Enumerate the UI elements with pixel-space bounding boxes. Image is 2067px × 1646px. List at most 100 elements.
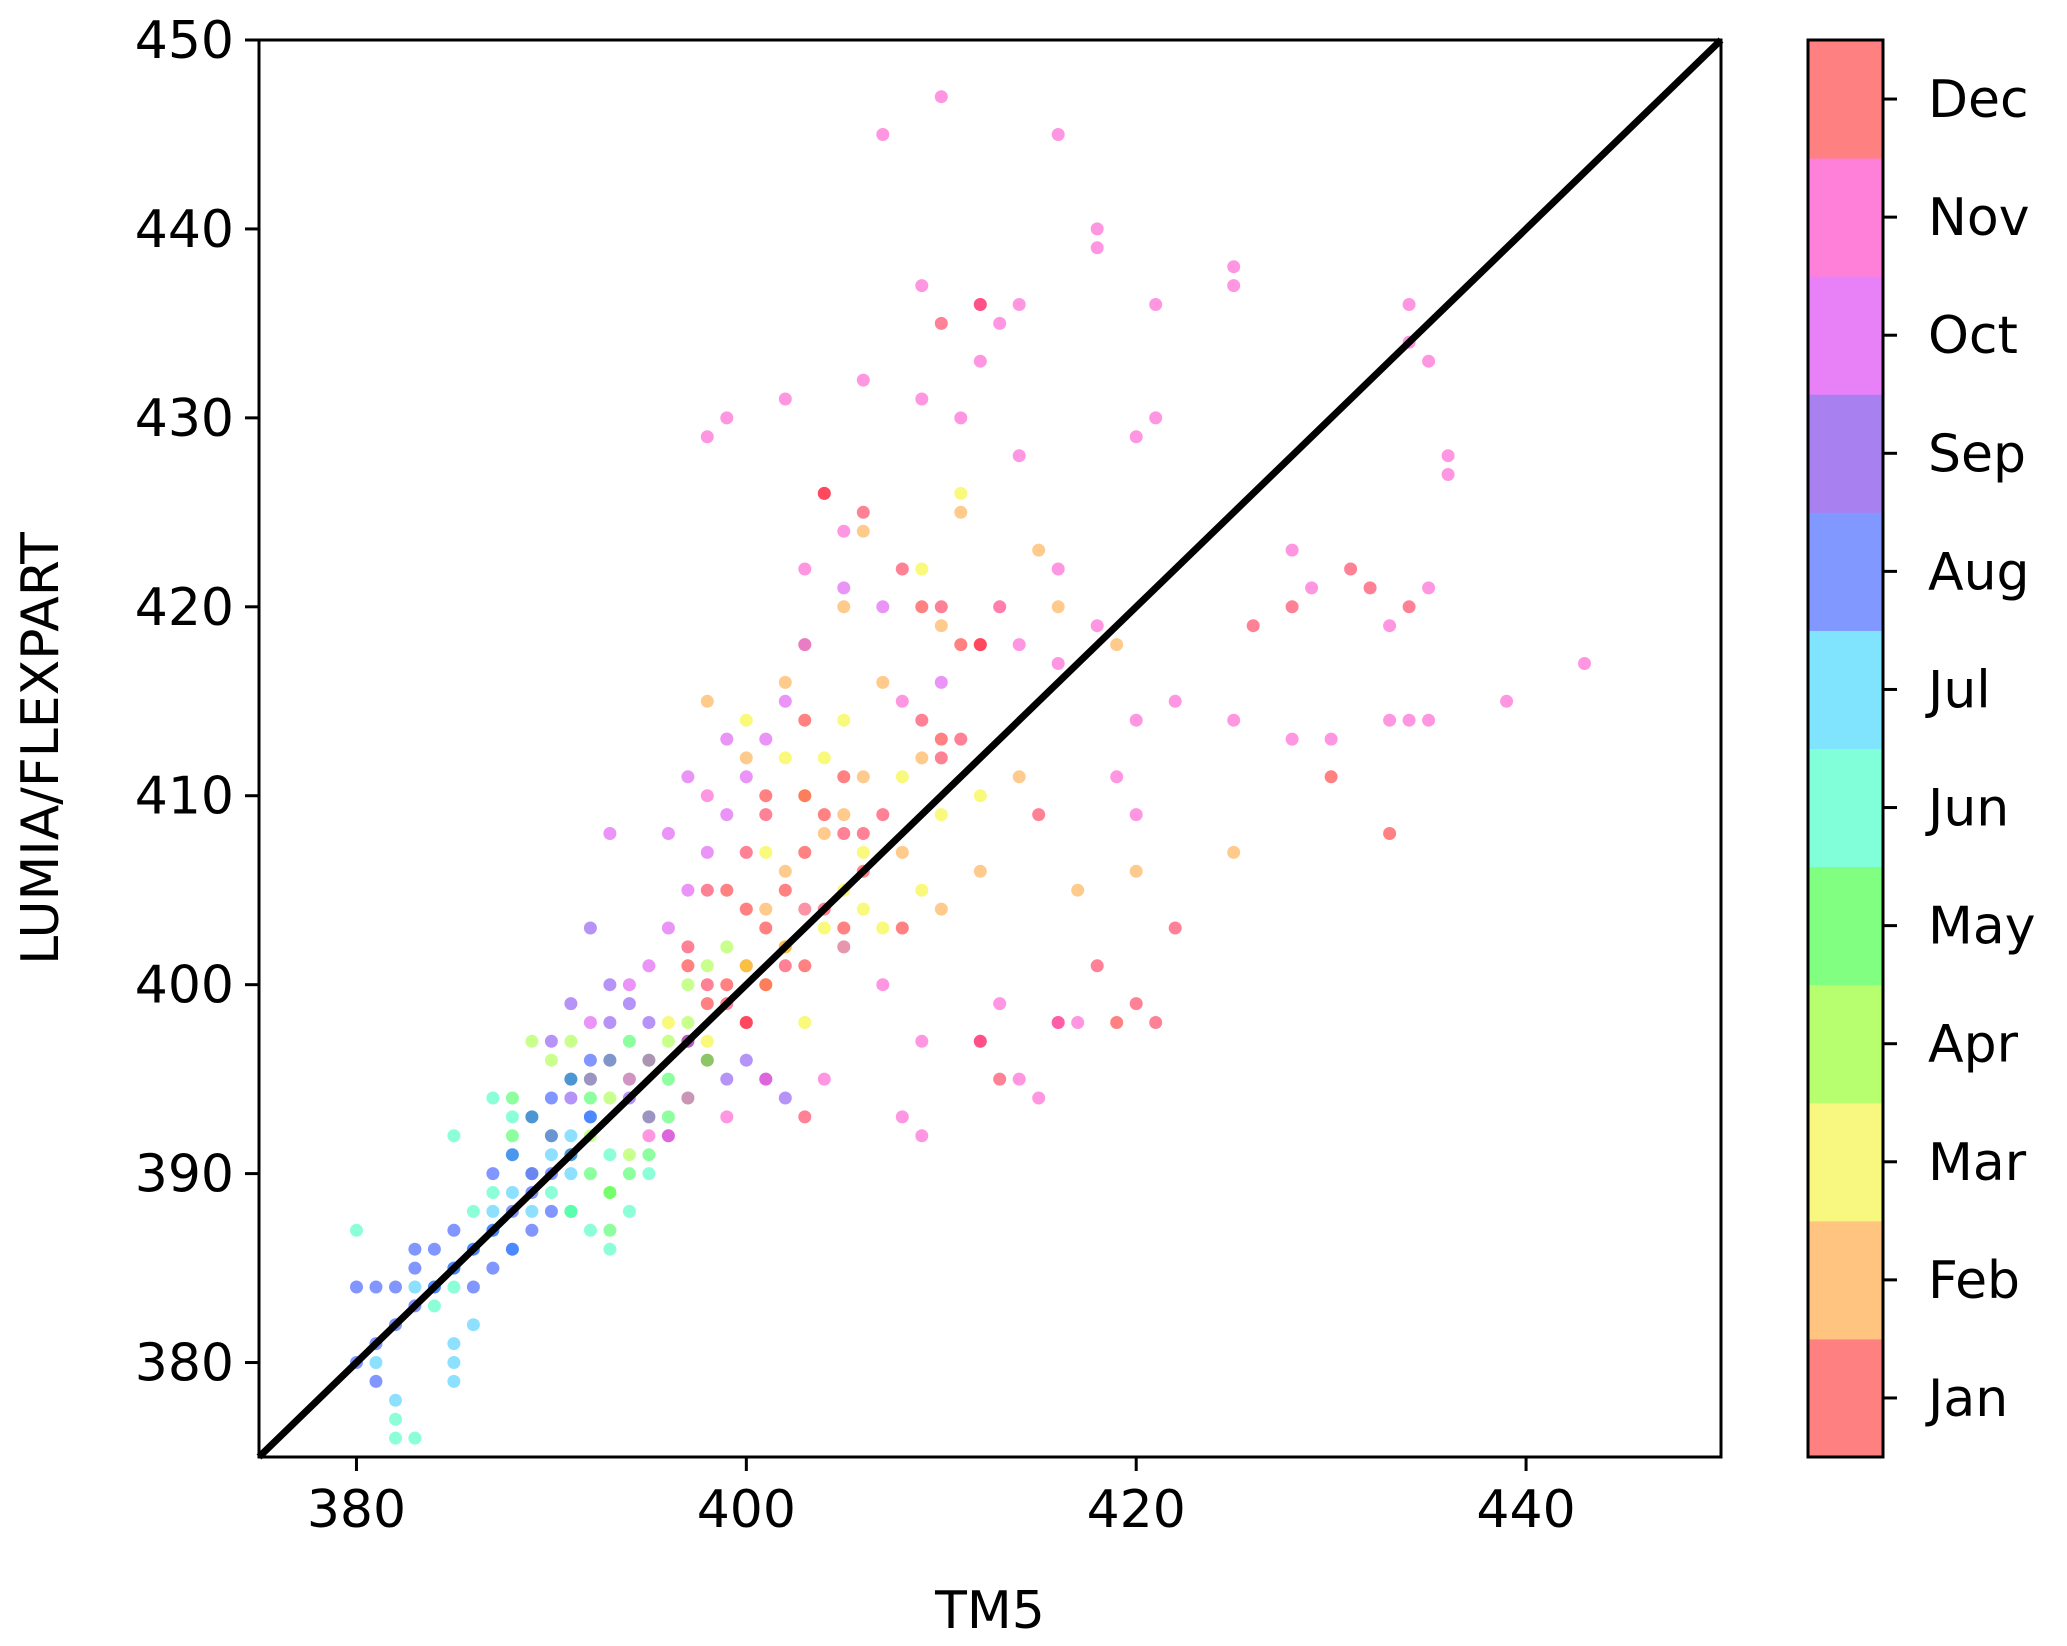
data-point [759,808,773,822]
data-point [681,940,695,954]
data-point [1051,657,1065,670]
data-point [837,600,851,614]
data-point [856,902,870,916]
colorbar-segment [1808,158,1883,277]
data-point [505,1129,519,1143]
data-point [564,997,578,1011]
data-point [1149,411,1163,425]
colorbar-segment [1808,1220,1883,1340]
data-point [486,1261,500,1275]
data-point [739,751,753,765]
data-point [876,600,890,614]
data-point [603,1053,617,1067]
data-point [603,827,617,840]
data-point [1168,694,1182,708]
colorbar-label: May [1928,897,2036,957]
data-point [739,1053,753,1067]
data-point [954,486,968,500]
data-point [817,827,831,840]
data-point [700,694,714,708]
y-tick-label: 420 [135,578,234,638]
colorbar-segment [1808,748,1883,868]
data-point [1441,449,1455,463]
data-point [389,1431,402,1445]
data-point [1324,732,1338,746]
data-point [895,1110,909,1124]
data-point [1168,921,1182,935]
data-point [895,694,909,708]
data-point [681,959,695,973]
data-point [700,789,714,803]
data-point [915,713,929,727]
identity-line [256,37,1724,1460]
data-point [700,978,714,992]
data-point [934,675,948,689]
data-point [720,808,734,822]
data-point [681,978,695,992]
data-point [837,581,851,595]
data-point [603,1148,617,1162]
data-point [1383,619,1397,633]
data-point [505,1148,519,1162]
colorbar-segment [1808,394,1883,513]
x-tick-label: 440 [1476,1480,1575,1540]
data-point [817,751,831,765]
colorbar-segment [1808,512,1883,631]
data-point [661,1072,675,1086]
data-point [700,959,714,973]
data-point [564,1129,578,1143]
data-point [1129,864,1143,878]
data-point [993,997,1007,1011]
data-point [778,959,792,973]
data-point [603,1223,617,1237]
data-point [447,1337,461,1351]
data-point [525,1204,539,1218]
data-point [759,921,773,935]
data-point [583,1110,597,1124]
data-point [1051,128,1065,141]
data-point [739,713,753,727]
data-point [1227,279,1241,293]
data-point [973,298,987,311]
data-point [954,732,968,746]
data-point [622,978,636,992]
data-point [934,316,948,330]
data-point [661,1129,675,1143]
data-point [525,1110,539,1124]
data-point [642,1053,656,1067]
data-point [837,921,851,935]
data-point [700,883,714,897]
data-point [934,751,948,765]
data-point [505,1110,519,1124]
data-point [1129,430,1143,444]
data-point [1110,770,1124,784]
data-point [1422,713,1436,727]
data-point [1012,1072,1026,1086]
data-point [466,1204,480,1218]
data-point [1149,1016,1163,1029]
data-point [798,1110,812,1124]
data-point [1285,543,1299,557]
data-point [1090,959,1104,973]
data-point [1051,1016,1065,1029]
data-point [778,1091,792,1105]
data-point [739,902,753,916]
colorbar-label: Aug [1928,542,2030,602]
data-point [1422,354,1436,368]
data-point [837,827,851,840]
data-point [759,902,773,916]
data-point [427,1242,441,1256]
data-point [408,1261,422,1275]
colorbar-label: Dec [1928,70,2029,130]
data-point [700,1053,714,1067]
data-point [525,1034,539,1048]
data-point [1578,657,1591,670]
data-point [1110,638,1124,652]
data-point [954,638,968,652]
data-point [661,921,675,935]
data-point [798,902,812,916]
data-point [993,600,1007,614]
data-point [447,1356,461,1369]
data-point [759,845,773,859]
